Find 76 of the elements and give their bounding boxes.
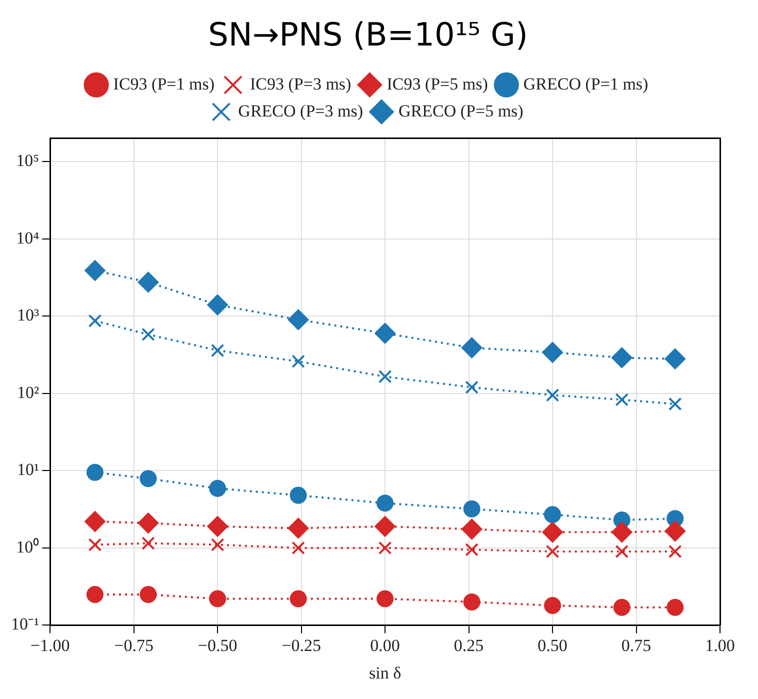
point [88, 314, 102, 328]
point [376, 494, 394, 512]
point [378, 370, 392, 384]
point [613, 598, 630, 616]
y-tick-label: 10² [16, 382, 40, 402]
point [374, 322, 396, 344]
legend-label: GRECO (P=1 ms) [523, 74, 648, 94]
point [461, 337, 482, 358]
legend-label: IC93 (P=1 ms) [113, 74, 214, 94]
point [463, 593, 480, 610]
point [668, 544, 682, 558]
point [664, 348, 686, 370]
point [461, 518, 482, 540]
point [376, 590, 394, 608]
point [668, 397, 682, 411]
x-tick-label: −0.50 [198, 636, 238, 655]
x-tick-label: 0.50 [538, 636, 568, 655]
point [207, 516, 228, 537]
y-tick-label: 10⁴ [16, 228, 40, 248]
point [138, 272, 159, 293]
point [288, 309, 309, 330]
point [664, 520, 686, 542]
x-axis-title: sin δ [368, 663, 402, 682]
x-tick-label: −1.00 [30, 636, 70, 655]
point [86, 586, 104, 603]
point [542, 342, 564, 363]
point [142, 328, 155, 342]
y-tick-label: 10⁰ [16, 537, 40, 556]
point [210, 538, 224, 552]
y-tick-label: 10¹ [16, 460, 40, 480]
point [210, 344, 224, 358]
point [465, 380, 478, 394]
point [84, 260, 106, 282]
point [666, 598, 684, 616]
point [378, 541, 392, 555]
point [138, 512, 159, 534]
x-tick-label: 0.25 [454, 636, 484, 655]
point [615, 393, 629, 406]
point [84, 510, 106, 532]
point [290, 590, 307, 608]
point [611, 522, 632, 543]
y-tick-label: 10³ [16, 306, 40, 325]
point [611, 347, 632, 368]
legend-label: IC93 (P=3 ms) [250, 74, 352, 94]
point [207, 294, 228, 316]
point [140, 586, 157, 603]
x-tick-label: −0.75 [114, 636, 154, 655]
point [209, 480, 226, 497]
point [288, 518, 309, 539]
point [292, 354, 305, 368]
legend-label: GRECO (P=5 ms) [398, 101, 524, 120]
x-tick-label: 0.00 [370, 636, 400, 655]
y-tick-label: 10⁻¹ [10, 614, 40, 634]
legend-label: GRECO (P=3 ms) [238, 101, 364, 120]
point [290, 486, 307, 504]
point [615, 544, 629, 558]
x-tick-label: 1.00 [705, 636, 735, 655]
point [544, 506, 562, 524]
point [142, 536, 155, 550]
point [86, 464, 104, 481]
point [544, 596, 562, 614]
point [88, 538, 102, 552]
y-tick-label: 10⁵ [16, 151, 40, 170]
point [292, 541, 305, 555]
point [546, 388, 560, 402]
point [463, 500, 480, 518]
point [374, 516, 396, 537]
legend-label: IC93 (P=5 ms) [386, 74, 488, 94]
point [140, 470, 157, 488]
point [546, 544, 560, 558]
chart-title: SN→PNS (B=10¹⁵ G) [208, 16, 528, 54]
point [542, 522, 564, 543]
point [209, 590, 226, 608]
x-tick-label: −0.25 [282, 636, 321, 655]
point [465, 543, 478, 556]
x-tick-label: 0.75 [621, 636, 652, 655]
